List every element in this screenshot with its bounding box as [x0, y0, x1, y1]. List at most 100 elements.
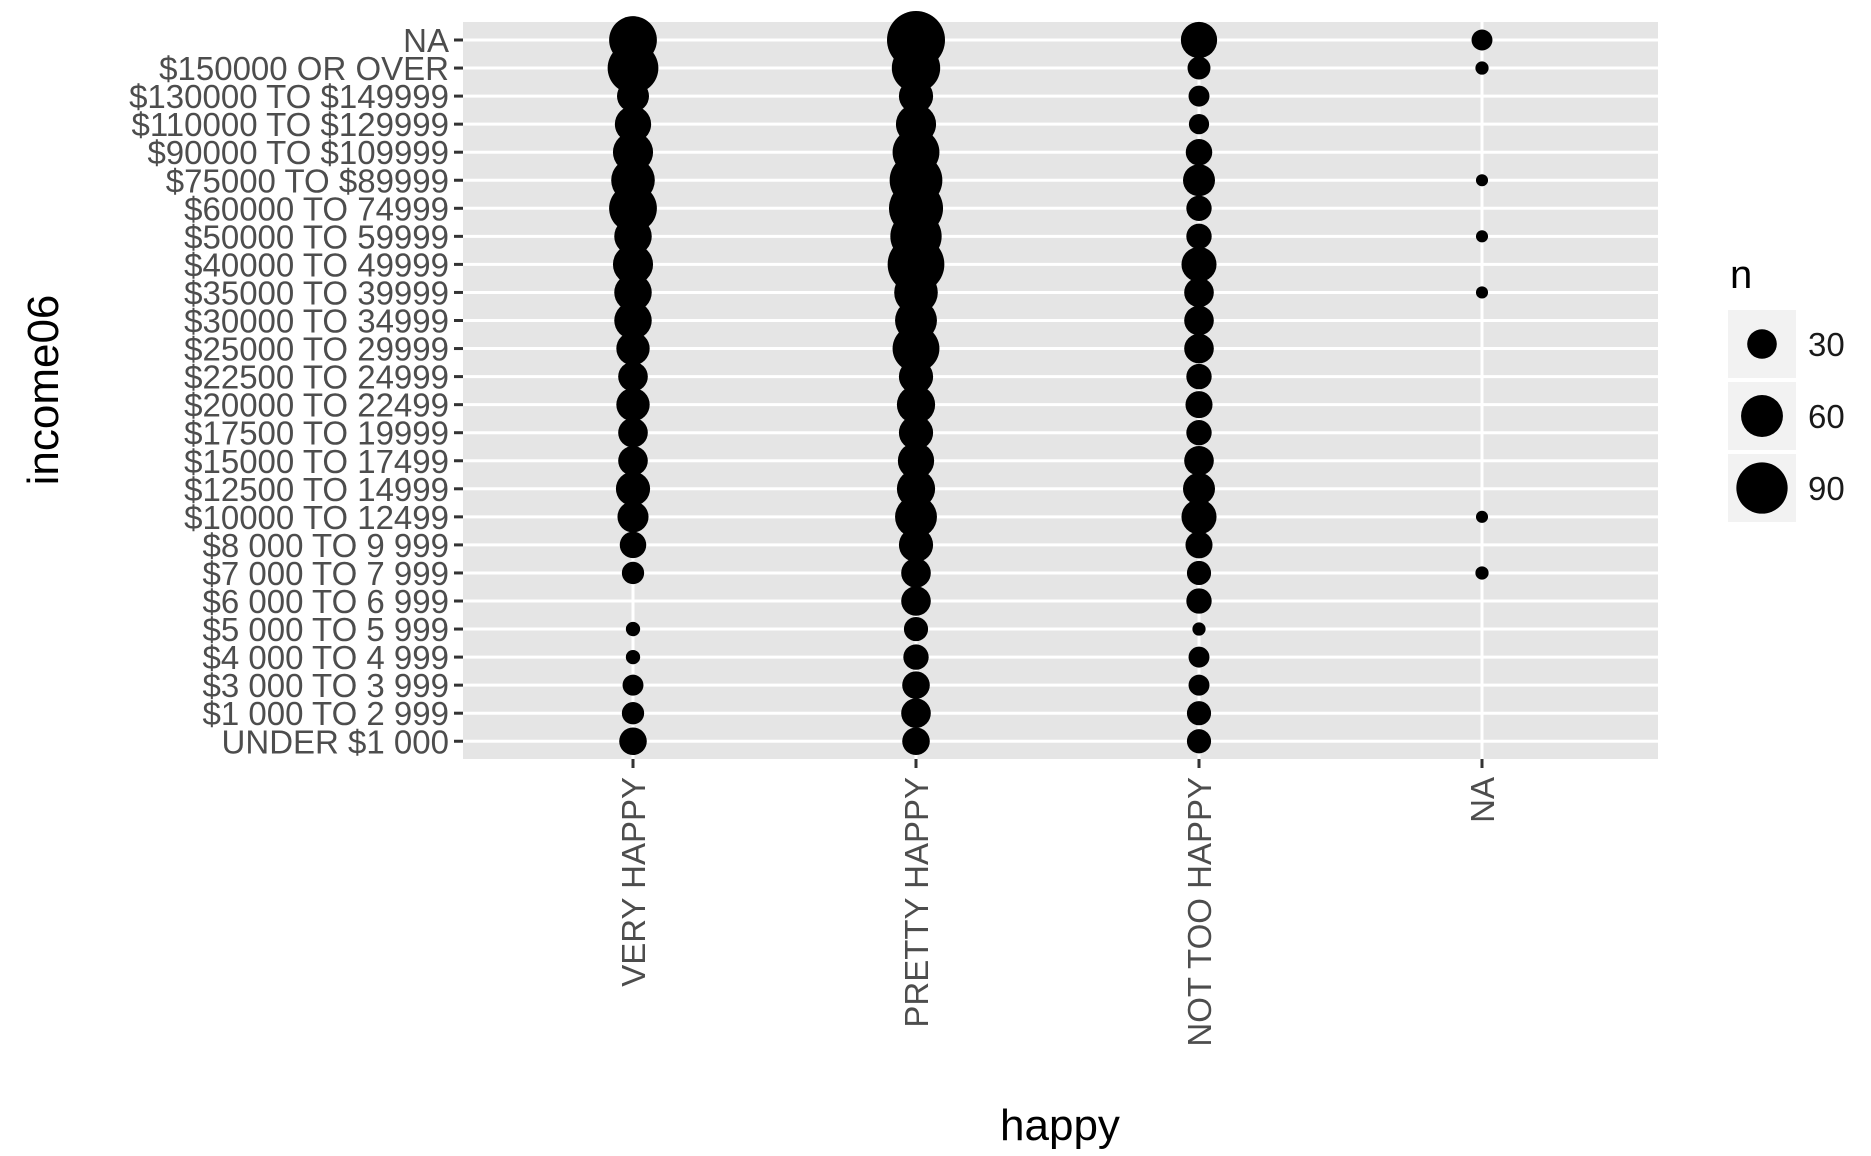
- data-point: [1184, 277, 1214, 308]
- data-point: [625, 621, 641, 637]
- data-point: [619, 531, 647, 559]
- data-point: [1184, 305, 1214, 336]
- data-point: [621, 702, 645, 725]
- data-point: [1183, 472, 1215, 505]
- data-point: [614, 273, 652, 312]
- data-points: [607, 11, 1493, 756]
- y-tick-label: $4 000 TO 4 999: [203, 639, 450, 676]
- data-point: [892, 128, 940, 176]
- y-tick-label: $150000 OR OVER: [159, 50, 449, 87]
- data-point: [901, 558, 931, 588]
- x-tick-label: NA: [1464, 777, 1501, 823]
- grid-lines: [463, 22, 1658, 759]
- data-point: [1475, 230, 1489, 243]
- data-point: [618, 417, 648, 448]
- data-point: [615, 471, 651, 506]
- y-tick-label: $22500 TO 24999: [184, 359, 449, 396]
- data-point: [896, 385, 936, 424]
- data-point: [901, 586, 931, 616]
- y-tick-label: $8 000 TO 9 999: [203, 527, 450, 564]
- y-tick-label: NA: [403, 22, 449, 59]
- y-tick-label: $40000 TO 49999: [184, 246, 449, 283]
- y-tick-label: $130000 TO $149999: [129, 78, 449, 115]
- data-point: [616, 387, 650, 422]
- data-point: [902, 727, 930, 756]
- data-point: [611, 158, 655, 203]
- data-point: [1185, 531, 1213, 559]
- data-point: [1183, 164, 1215, 197]
- y-tick-label: $50000 TO 59999: [184, 218, 449, 255]
- data-point: [887, 11, 945, 69]
- data-point: [1192, 622, 1206, 636]
- x-axis: VERY HAPPY PRETTY HAPPY NOT TOO HAPPY NA: [615, 759, 1501, 1047]
- y-tick-label: $60000 TO 74999: [184, 190, 449, 227]
- data-point: [619, 727, 647, 756]
- data-point: [901, 698, 931, 729]
- data-point: [1475, 286, 1489, 299]
- data-point: [1188, 114, 1210, 135]
- y-tick-label: $10000 TO 12499: [184, 499, 449, 536]
- data-point: [612, 244, 654, 285]
- data-point: [1184, 445, 1214, 476]
- data-point: [896, 469, 936, 508]
- data-point: [902, 671, 930, 699]
- legend-point: [1741, 395, 1783, 437]
- data-point: [895, 495, 937, 538]
- data-point: [618, 361, 648, 392]
- y-tick-label: $1 000 TO 2 999: [203, 695, 450, 732]
- data-point: [1475, 566, 1489, 580]
- data-point: [897, 442, 935, 479]
- data-point: [1181, 499, 1217, 535]
- data-point: [614, 301, 652, 340]
- y-tick-label: $110000 TO $129999: [132, 106, 449, 143]
- plot-panel: [463, 22, 1658, 759]
- data-point: [1186, 420, 1212, 446]
- data-point: [1185, 138, 1213, 166]
- size-legend: n 30 60 90: [1728, 253, 1845, 522]
- y-tick-label: $7 000 TO 7 999: [203, 555, 450, 592]
- data-point: [1188, 674, 1210, 696]
- data-point: [1185, 391, 1213, 419]
- y-tick-label: $17500 TO 19999: [184, 415, 449, 452]
- data-point: [1186, 701, 1212, 726]
- data-point: [1475, 510, 1489, 523]
- data-point: [903, 644, 929, 670]
- y-axis: UNDER $1 000$1 000 TO 2 999$3 000 TO 3 9…: [129, 22, 463, 760]
- y-tick-label: $15000 TO 17499: [184, 443, 449, 480]
- data-point: [1181, 246, 1217, 282]
- y-tick-label: UNDER $1 000: [222, 723, 449, 760]
- y-tick-label: $90000 TO $109999: [147, 134, 449, 171]
- data-point: [1187, 56, 1211, 80]
- data-point: [1475, 174, 1489, 187]
- x-tick-label: VERY HAPPY: [615, 777, 652, 987]
- data-point: [1186, 195, 1212, 221]
- data-point: [618, 445, 648, 476]
- y-tick-label: $5 000 TO 5 999: [203, 611, 450, 648]
- y-tick-label: $35000 TO 39999: [184, 274, 449, 311]
- data-point: [617, 501, 649, 533]
- y-axis-title: income06: [19, 295, 68, 486]
- legend-label: 30: [1808, 326, 1845, 363]
- data-point: [903, 616, 929, 642]
- legend-point: [1736, 462, 1788, 514]
- data-point: [612, 132, 654, 173]
- data-point: [895, 104, 937, 145]
- data-point: [1186, 560, 1212, 586]
- legend-point: [1747, 329, 1777, 359]
- data-point: [1186, 363, 1212, 390]
- data-point: [609, 16, 657, 64]
- data-point: [621, 561, 645, 585]
- y-tick-label: $75000 TO $89999: [166, 162, 449, 199]
- y-tick-label: $20000 TO 22499: [184, 387, 449, 424]
- data-point: [622, 674, 644, 696]
- data-point: [1188, 85, 1210, 107]
- data-point: [625, 649, 641, 665]
- legend-label: 60: [1808, 398, 1845, 435]
- data-point: [616, 331, 650, 366]
- data-point: [1186, 729, 1212, 754]
- data-point: [898, 527, 934, 563]
- data-point: [614, 106, 652, 143]
- data-point: [1184, 333, 1214, 364]
- data-point: [1186, 588, 1212, 614]
